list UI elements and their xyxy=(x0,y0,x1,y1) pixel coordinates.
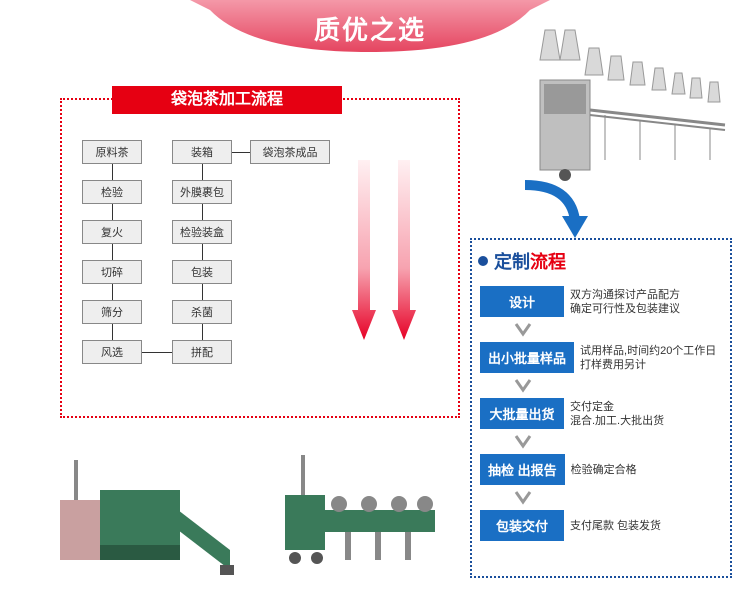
banner: 质优之选 xyxy=(190,0,550,52)
step-row: 设计 双方沟通探讨产品配方确定可行性及包装建议 xyxy=(480,286,680,317)
processing-flow-panel: 袋泡茶加工流程 原料茶 检验 复火 切碎 筛分 风选 装箱 外膜裹包 检验装盒 … xyxy=(60,98,460,418)
down-arrow-icon xyxy=(514,432,532,450)
step-label: 包装交付 xyxy=(480,510,564,541)
flow-node: 杀菌 xyxy=(172,300,232,324)
gradient-arrow xyxy=(352,160,376,340)
flow-node: 切碎 xyxy=(82,260,142,284)
step-row: 出小批量样品 试用样品,时间约20个工作日打样费用另计 xyxy=(480,342,716,373)
flow-node: 检验装盒 xyxy=(172,220,232,244)
flow-node: 拼配 xyxy=(172,340,232,364)
custom-flow-panel: 定制流程 设计 双方沟通探讨产品配方确定可行性及包装建议 出小批量样品 试用样品… xyxy=(470,238,732,578)
down-arrow-icon xyxy=(514,488,532,506)
down-arrow-icon xyxy=(514,320,532,338)
gradient-arrow xyxy=(392,160,416,340)
flow-node: 检验 xyxy=(82,180,142,204)
step-label: 大批量出货 xyxy=(480,398,564,429)
step-label: 抽检 出报告 xyxy=(480,454,565,485)
step-desc: 检验确定合格 xyxy=(571,463,637,477)
machine-dryer xyxy=(60,440,240,580)
flow-node: 筛分 xyxy=(82,300,142,324)
processing-flow-title: 袋泡茶加工流程 xyxy=(112,86,342,114)
step-desc: 交付定金混合.加工.大批出货 xyxy=(570,400,664,428)
step-desc: 试用样品,时间约20个工作日打样费用另计 xyxy=(580,344,716,372)
flow-node: 装箱 xyxy=(172,140,232,164)
step-label: 设计 xyxy=(480,286,564,317)
flow-node-end: 袋泡茶成品 xyxy=(250,140,330,164)
flow-node: 外膜裹包 xyxy=(172,180,232,204)
flow-node: 包装 xyxy=(172,260,232,284)
step-row: 大批量出货 交付定金混合.加工.大批出货 xyxy=(480,398,664,429)
step-row: 抽检 出报告 检验确定合格 xyxy=(480,454,637,485)
custom-flow-title: 定制流程 xyxy=(494,248,566,274)
flow-node: 风选 xyxy=(82,340,142,364)
step-desc: 支付尾款 包装发货 xyxy=(570,519,661,533)
flow-node: 原料茶 xyxy=(82,140,142,164)
banner-title: 质优之选 xyxy=(314,10,426,47)
step-label: 出小批量样品 xyxy=(480,342,574,373)
step-desc: 双方沟通探讨产品配方确定可行性及包装建议 xyxy=(570,288,680,316)
flow-node: 复火 xyxy=(82,220,142,244)
machine-packaging xyxy=(530,20,730,190)
curved-arrow-icon xyxy=(520,180,590,240)
step-row: 包装交付 支付尾款 包装发货 xyxy=(480,510,661,541)
dot-icon xyxy=(478,256,488,266)
machine-sorter xyxy=(265,440,455,580)
down-arrow-icon xyxy=(514,376,532,394)
